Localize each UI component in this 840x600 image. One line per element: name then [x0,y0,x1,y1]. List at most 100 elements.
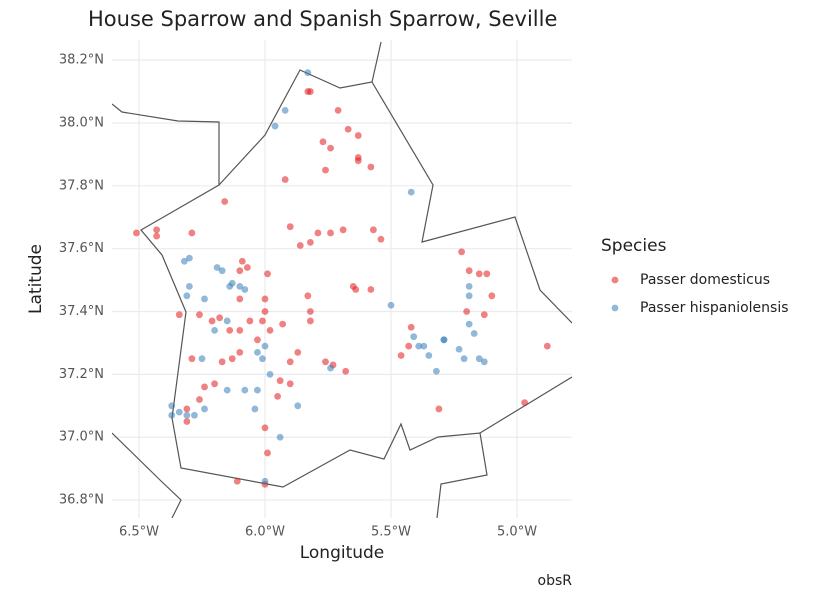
point [276,433,284,441]
point [153,232,161,240]
x-tick-label: 6.5°W [119,525,159,540]
point [322,358,329,366]
point [180,257,188,265]
point [211,380,218,388]
point [236,267,244,275]
point [251,405,259,413]
point [175,408,183,416]
legend-label: Passer domesticus [640,272,770,288]
border [112,103,488,518]
legend-title: Species [601,236,667,256]
point [183,411,191,419]
points [133,69,551,488]
point [279,320,287,328]
point [543,342,551,350]
point [425,352,433,359]
point [188,355,196,363]
point [281,176,289,183]
point [465,320,473,328]
point [236,348,244,356]
point [238,257,246,265]
point [344,125,352,133]
point [261,295,269,303]
point [188,229,196,237]
point [233,477,241,485]
point [327,229,334,237]
point [397,352,405,359]
point [211,326,218,334]
legend-marker [611,276,619,284]
point [191,411,198,419]
y-axis-title: Latitude [26,244,46,314]
point [410,333,418,341]
point [377,235,385,243]
point [420,342,428,350]
point [196,396,203,403]
point [261,477,269,485]
point [208,317,216,325]
point [470,330,478,337]
y-tick-label: 37.2°N [59,367,104,382]
point [354,157,362,165]
point [294,402,302,410]
point [246,317,254,325]
point [216,314,224,322]
point [185,254,193,262]
point [463,308,471,315]
x-tick-label: 5.0°W [497,525,537,540]
map-borders [112,41,572,518]
point [266,370,274,378]
point [440,336,448,344]
point [168,402,176,410]
x-axis-title: Longitude [300,543,385,563]
point [405,342,413,350]
point [296,242,304,249]
point [304,69,312,77]
point [264,270,271,278]
point [460,355,468,363]
point [198,355,206,363]
border [112,432,182,518]
point [306,317,314,325]
point [306,308,314,315]
point [407,323,415,331]
point [261,308,269,315]
point [228,355,236,363]
point [458,248,465,256]
point [286,358,294,366]
y-tick-label: 37.8°N [59,178,104,193]
point [213,264,221,271]
point [175,311,183,319]
point [435,405,443,413]
point [306,238,314,246]
y-tick-label: 37.0°N [59,430,104,445]
point [201,405,208,413]
point [387,301,395,309]
point [415,342,423,350]
point [475,355,483,363]
point [521,399,529,407]
point [352,286,360,293]
point [259,355,266,363]
point [369,226,377,234]
point [261,424,269,432]
point [261,342,269,350]
point [183,418,191,425]
border [218,41,382,186]
point [223,386,231,394]
point [465,292,473,300]
point [465,267,473,275]
point [266,326,274,334]
point [334,106,342,114]
caption: obsR [538,573,573,589]
point [183,405,191,413]
point [480,311,488,319]
point [432,367,440,375]
y-tick-label: 36.8°N [59,493,104,508]
chart-title: House Sparrow and Spanish Sparrow, Sevil… [88,7,557,31]
point [223,317,231,325]
point [221,198,229,205]
point [259,317,266,325]
point [183,292,191,300]
